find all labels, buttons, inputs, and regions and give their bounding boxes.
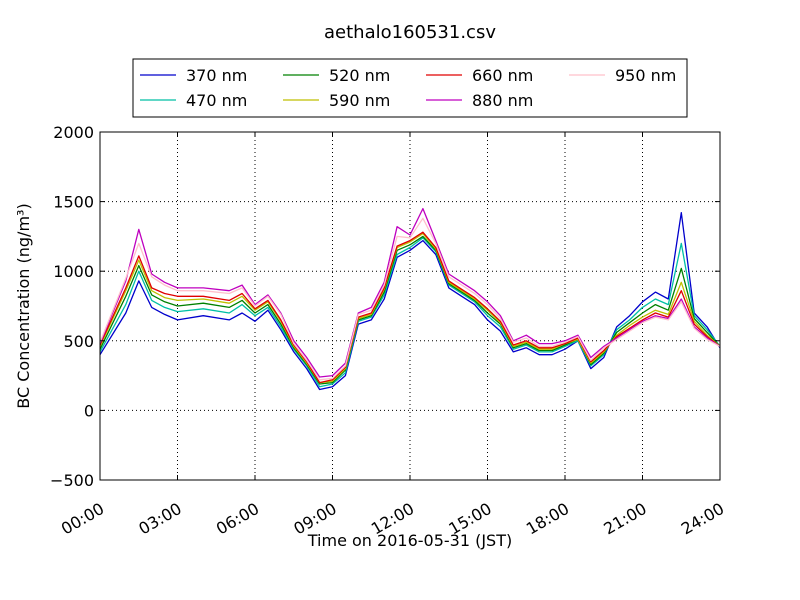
series-layer [99,207,721,391]
grid [100,132,720,480]
legend-label: 880 nm [472,91,533,110]
legend-label: 470 nm [186,91,247,110]
series-line-520-nm [99,235,721,385]
chart-title: aethalo160531.csv [324,22,496,43]
legend-label: 950 nm [615,66,676,85]
x-tick-label: 24:00 [678,499,727,539]
legend-label: 370 nm [186,66,247,85]
series-line-370-nm [99,212,721,391]
legend-label: 590 nm [329,91,390,110]
y-tick-label: −500 [50,471,94,490]
series-line-470-nm [99,237,721,388]
series-line-880-nm [99,207,721,378]
y-tick-label: 500 [63,332,94,351]
x-tick-label: 03:00 [135,499,184,539]
y-tick-label: 1500 [53,193,94,212]
series-line-590-nm [99,232,721,384]
legend: 370 nm 470 nm 520 nm 590 nm 660 nm 880 nm 950 … [132,58,688,118]
x-tick-label: 18:00 [523,499,572,539]
y-axis-label: BC Concentration (ng/m³) [14,203,33,408]
y-tick-label: 2000 [53,123,94,142]
series-line-660-nm [99,231,721,384]
legend-label: 520 nm [329,66,390,85]
series-line-950-nm [99,217,721,381]
legend-label: 660 nm [472,66,533,85]
y-tick-label: 1000 [53,262,94,281]
x-tick-label: 06:00 [213,499,262,539]
legend-box [132,58,688,118]
y-tick-label: 0 [84,401,94,420]
x-tick-label: 21:00 [600,499,649,539]
x-axis-label: Time on 2016-05-31 (JST) [307,531,512,550]
x-tick-label: 00:00 [58,499,107,539]
